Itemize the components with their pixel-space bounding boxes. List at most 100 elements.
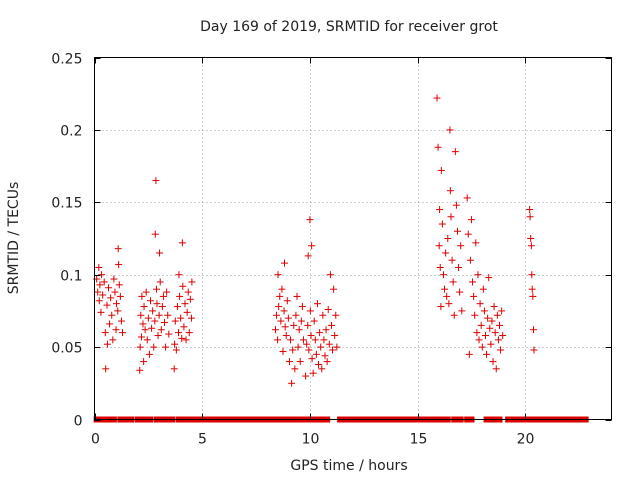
data-point: [441, 285, 449, 293]
data-point: [182, 336, 190, 344]
data-point: [499, 332, 507, 340]
data-point: [465, 350, 473, 358]
data-point: [178, 239, 186, 247]
data-point: [437, 303, 445, 311]
x-tick-label: 5: [198, 432, 207, 448]
data-point: [313, 300, 321, 308]
data-point: [474, 271, 482, 279]
data-point: [294, 343, 302, 351]
plot-frame: [94, 57, 612, 420]
data-point: [456, 288, 464, 296]
data-point: [163, 288, 171, 296]
data-point: [318, 365, 326, 373]
data-point: [161, 318, 169, 326]
data-point: [299, 336, 307, 344]
x-tick-label: 10: [302, 432, 320, 448]
data-point: [463, 194, 471, 202]
data-point: [455, 263, 463, 271]
data-point: [325, 340, 333, 348]
grid-lines: [94, 57, 612, 420]
data-point: [97, 308, 105, 316]
y-tick-label: 0.1: [60, 269, 82, 285]
data-point: [178, 334, 186, 342]
data-point: [469, 278, 477, 286]
data-point: [137, 333, 145, 341]
data-point: [102, 365, 110, 373]
data-point: [159, 292, 167, 300]
data-point: [453, 227, 461, 235]
data-point: [152, 177, 160, 185]
data-point: [471, 311, 479, 319]
data-point: [143, 336, 151, 344]
data-point: [280, 307, 288, 315]
data-point: [150, 343, 158, 351]
data-point: [281, 323, 289, 331]
data-point: [181, 300, 189, 308]
data-point: [171, 340, 179, 348]
data-point: [177, 314, 185, 322]
data-point: [530, 346, 538, 354]
data-point: [491, 329, 499, 337]
data-point: [155, 311, 163, 319]
data-point: [302, 372, 310, 380]
data-point: [319, 311, 327, 319]
data-point: [136, 366, 144, 374]
data-point: [305, 346, 313, 354]
data-point: [158, 303, 166, 311]
data-point: [438, 220, 446, 228]
data-point: [117, 317, 125, 325]
data-point: [329, 346, 337, 354]
data-point: [185, 329, 193, 337]
data-point: [149, 307, 157, 315]
data-point: [498, 307, 506, 315]
data-point: [271, 326, 279, 334]
data-point: [175, 329, 183, 337]
data-point: [473, 329, 481, 337]
data-point: [308, 355, 316, 363]
data-point: [277, 317, 285, 325]
data-point: [100, 278, 108, 286]
data-point: [162, 343, 170, 351]
data-point: [477, 321, 485, 329]
data-point: [470, 292, 478, 300]
y-axis-label: SRMTID / TECUs: [6, 182, 22, 295]
data-point: [112, 300, 120, 308]
data-point: [481, 332, 489, 340]
data-point: [103, 301, 111, 309]
data-point: [289, 346, 297, 354]
chart-title: Day 169 of 2019, SRMTID for receiver gro…: [200, 19, 498, 35]
data-point: [306, 307, 314, 315]
data-point: [315, 360, 323, 368]
y-tick-label: 0: [74, 414, 83, 430]
data-point: [110, 275, 118, 283]
data-point: [437, 166, 445, 174]
data-point: [187, 314, 195, 322]
data-point: [115, 261, 123, 269]
data-point: [467, 216, 475, 224]
data-point: [528, 271, 536, 279]
data-point: [451, 148, 459, 156]
data-point: [434, 143, 442, 151]
axis-ticks: 0 0.05 0.1 0.15 0.2 0.25 0 5 10 15 20: [51, 52, 612, 448]
data-point: [111, 288, 119, 296]
data-point: [293, 292, 301, 300]
data-point: [94, 288, 102, 296]
data-point: [488, 317, 496, 325]
data-point: [436, 263, 444, 271]
data-point: [492, 365, 500, 373]
data-point: [107, 294, 115, 302]
data-point: [96, 281, 104, 289]
data-point: [147, 297, 155, 305]
data-point: [140, 303, 148, 311]
data-point: [475, 336, 483, 344]
data-point: [303, 340, 311, 348]
data-point: [311, 336, 319, 344]
data-point: [274, 336, 282, 344]
data-point: [106, 320, 114, 328]
data-point: [495, 321, 503, 329]
data-point: [148, 324, 156, 332]
data-point: [95, 297, 103, 305]
data-point: [99, 291, 107, 299]
data-point: [279, 347, 287, 355]
data-point: [183, 308, 191, 316]
